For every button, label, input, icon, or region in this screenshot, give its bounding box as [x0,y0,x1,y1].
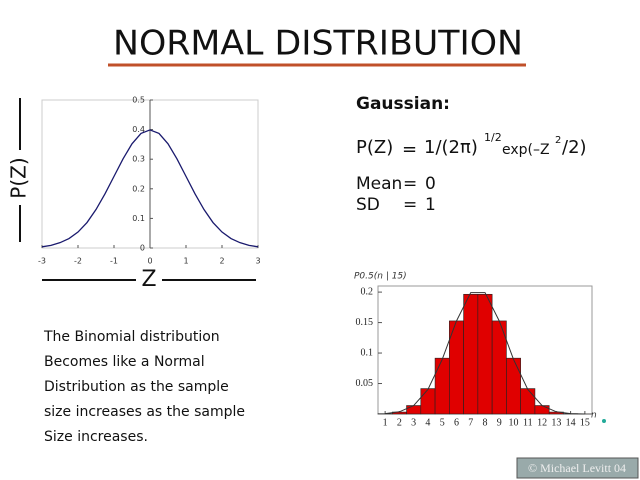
text-line: The Binomial distribution [43,329,220,345]
x-tick-label: 7 [468,417,473,428]
x-tick-label: 6 [454,417,459,428]
stat-value: 0 [425,174,436,194]
text-line: Size increases. [44,429,148,445]
bar [520,388,536,415]
stat-name: SD [356,195,380,215]
gaussian-heading: Gaussian: [356,94,450,114]
curve [41,129,259,248]
x-tick-label: 1 [383,417,388,428]
formula: P(Z) = 1/(2π) 1/2 exp(–Z 2 /2) [356,131,587,160]
x-tick-label: 1 [183,257,188,266]
x-tick-label: 12 [537,417,547,428]
y-tick-label: 0.2 [132,184,145,193]
bar [463,293,479,415]
bar [534,405,550,415]
x-tick-label: 11 [523,417,533,428]
x-tick-label: 15 [580,417,590,428]
stat-value: 1 [425,195,436,215]
y-tick-label: 0.05 [356,378,374,389]
y-tick-label: 0 [140,244,145,253]
x-tick-label: 8 [483,417,488,428]
stats: Mean = 0 SD = 1 [356,174,436,215]
bar [434,357,450,415]
text-line: Distribution as the sample [44,379,229,395]
y-tick-label: 0.3 [132,155,145,164]
dot [602,419,606,423]
y-tick-label: 0.5 [132,96,145,105]
bar [406,405,422,415]
x-tick-label: 10 [509,417,519,428]
x-tick-label: -3 [38,257,46,266]
y-tick-label: 0.1 [132,214,145,223]
formula-lhs: P(Z) [356,137,393,158]
y-tick-label: 0.1 [361,347,374,358]
formula-square: 2 [555,135,561,146]
x-axis-label: n [591,411,597,421]
x-tick-label: 2 [219,257,224,266]
formula-base: 1/(2π) [424,137,478,158]
y-tick-label: 0.4 [132,125,145,134]
stat-eq: = [403,174,417,194]
y-axis-label: P0.5(n | 15) [354,272,407,282]
text-line: size increases as the sample [44,404,245,420]
x-tick-label: 9 [497,417,502,428]
paragraph: The Binomial distribution Becomes like a… [43,329,245,445]
x-axis-label: Z [141,267,156,292]
bar [477,293,493,415]
y-tick-label: 0.15 [356,317,374,328]
bar [506,357,521,415]
footer: © Michael Levitt 04 [528,461,626,475]
slide-title: NORMAL DISTRIBUTION [113,24,523,64]
formula-tail: /2) [562,137,587,158]
x-tick-label: 14 [566,417,576,428]
x-tick-label: 4 [425,417,430,428]
curve [385,292,585,415]
bar [420,388,436,415]
stat-eq: = [403,195,417,215]
y-axis-label: P(Z) [7,157,31,198]
formula-power: 1/2 [484,131,502,144]
x-tick-label: 13 [551,417,561,428]
formula-eq: = [402,139,417,160]
footer-box [516,457,639,479]
x-tick-label: 0 [147,257,152,266]
stat-name: Mean [356,174,402,194]
text-line: Becomes like a Normal [44,354,205,370]
x-tick-label: 2 [397,417,402,428]
x-tick-label: -2 [74,257,82,266]
x-tick-label: 3 [255,257,260,266]
formula-fn: exp(–Z [502,142,550,158]
x-tick-label: -1 [110,257,118,266]
x-tick-label: 3 [411,417,416,428]
x-tick-label: 5 [440,417,445,428]
y-tick-label: 0.2 [361,286,374,297]
